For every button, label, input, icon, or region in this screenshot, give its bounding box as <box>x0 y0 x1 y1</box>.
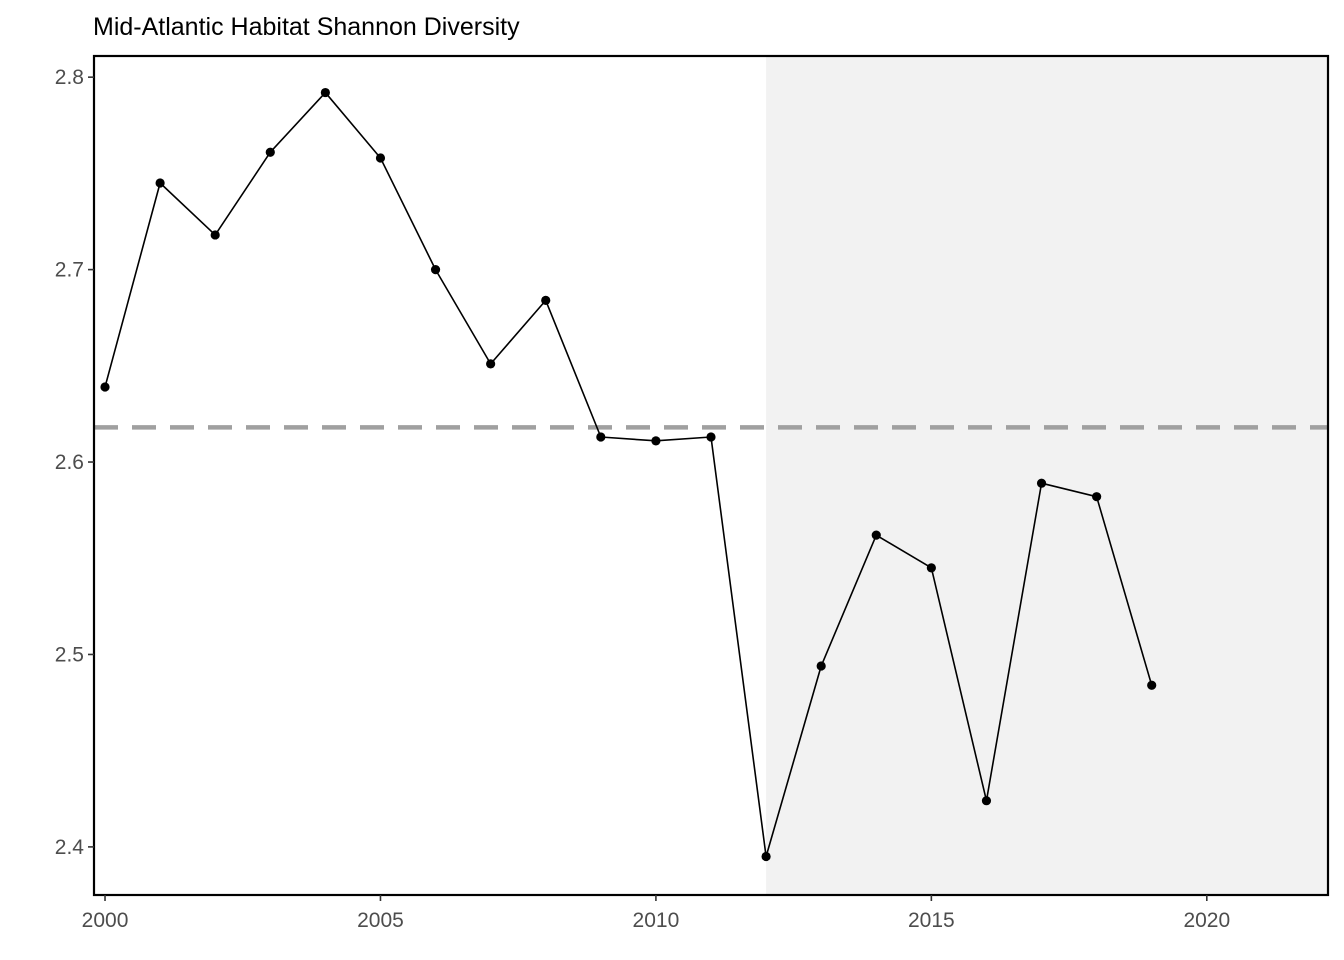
data-point <box>1147 680 1157 690</box>
y-tick-label: 2.6 <box>55 451 84 474</box>
data-point <box>596 432 606 442</box>
data-point <box>981 796 992 806</box>
y-tick-label: 2.4 <box>55 836 85 859</box>
panel-border <box>92 54 1330 897</box>
data-point <box>486 359 496 369</box>
data-point <box>706 432 716 442</box>
x-tick-label: 2015 <box>908 909 955 932</box>
data-point <box>375 153 386 163</box>
x-tick-label: 2010 <box>633 909 680 932</box>
data-point <box>265 147 275 157</box>
y-tick-label: 2.7 <box>55 259 84 282</box>
data-point <box>1036 478 1047 488</box>
data-point <box>210 230 220 240</box>
series-line <box>104 91 1153 858</box>
data-point <box>651 436 661 446</box>
x-tick-label: 2005 <box>357 909 404 932</box>
y-tick-label: 2.8 <box>55 66 84 89</box>
data-point <box>100 382 110 392</box>
x-tick-label: 2000 <box>82 909 129 932</box>
data-point <box>320 87 330 98</box>
data-point <box>155 178 165 188</box>
x-tick-label: 2020 <box>1183 909 1230 932</box>
data-point <box>871 530 881 540</box>
data-point <box>816 661 826 671</box>
y-tick-label: 2.5 <box>55 643 84 666</box>
data-point <box>926 563 936 573</box>
shaded-region <box>766 56 1328 895</box>
data-point <box>541 295 551 305</box>
plot-area: 2.4 2.5 2.6 2.7 2.8 2000 2005 2010 2015 2020 <box>55 54 1330 932</box>
data-point <box>1092 492 1102 502</box>
data-point <box>761 851 771 862</box>
data-point <box>430 264 441 275</box>
chart-title: Mid-Atlantic Habitat Shannon Diversity <box>93 13 520 41</box>
